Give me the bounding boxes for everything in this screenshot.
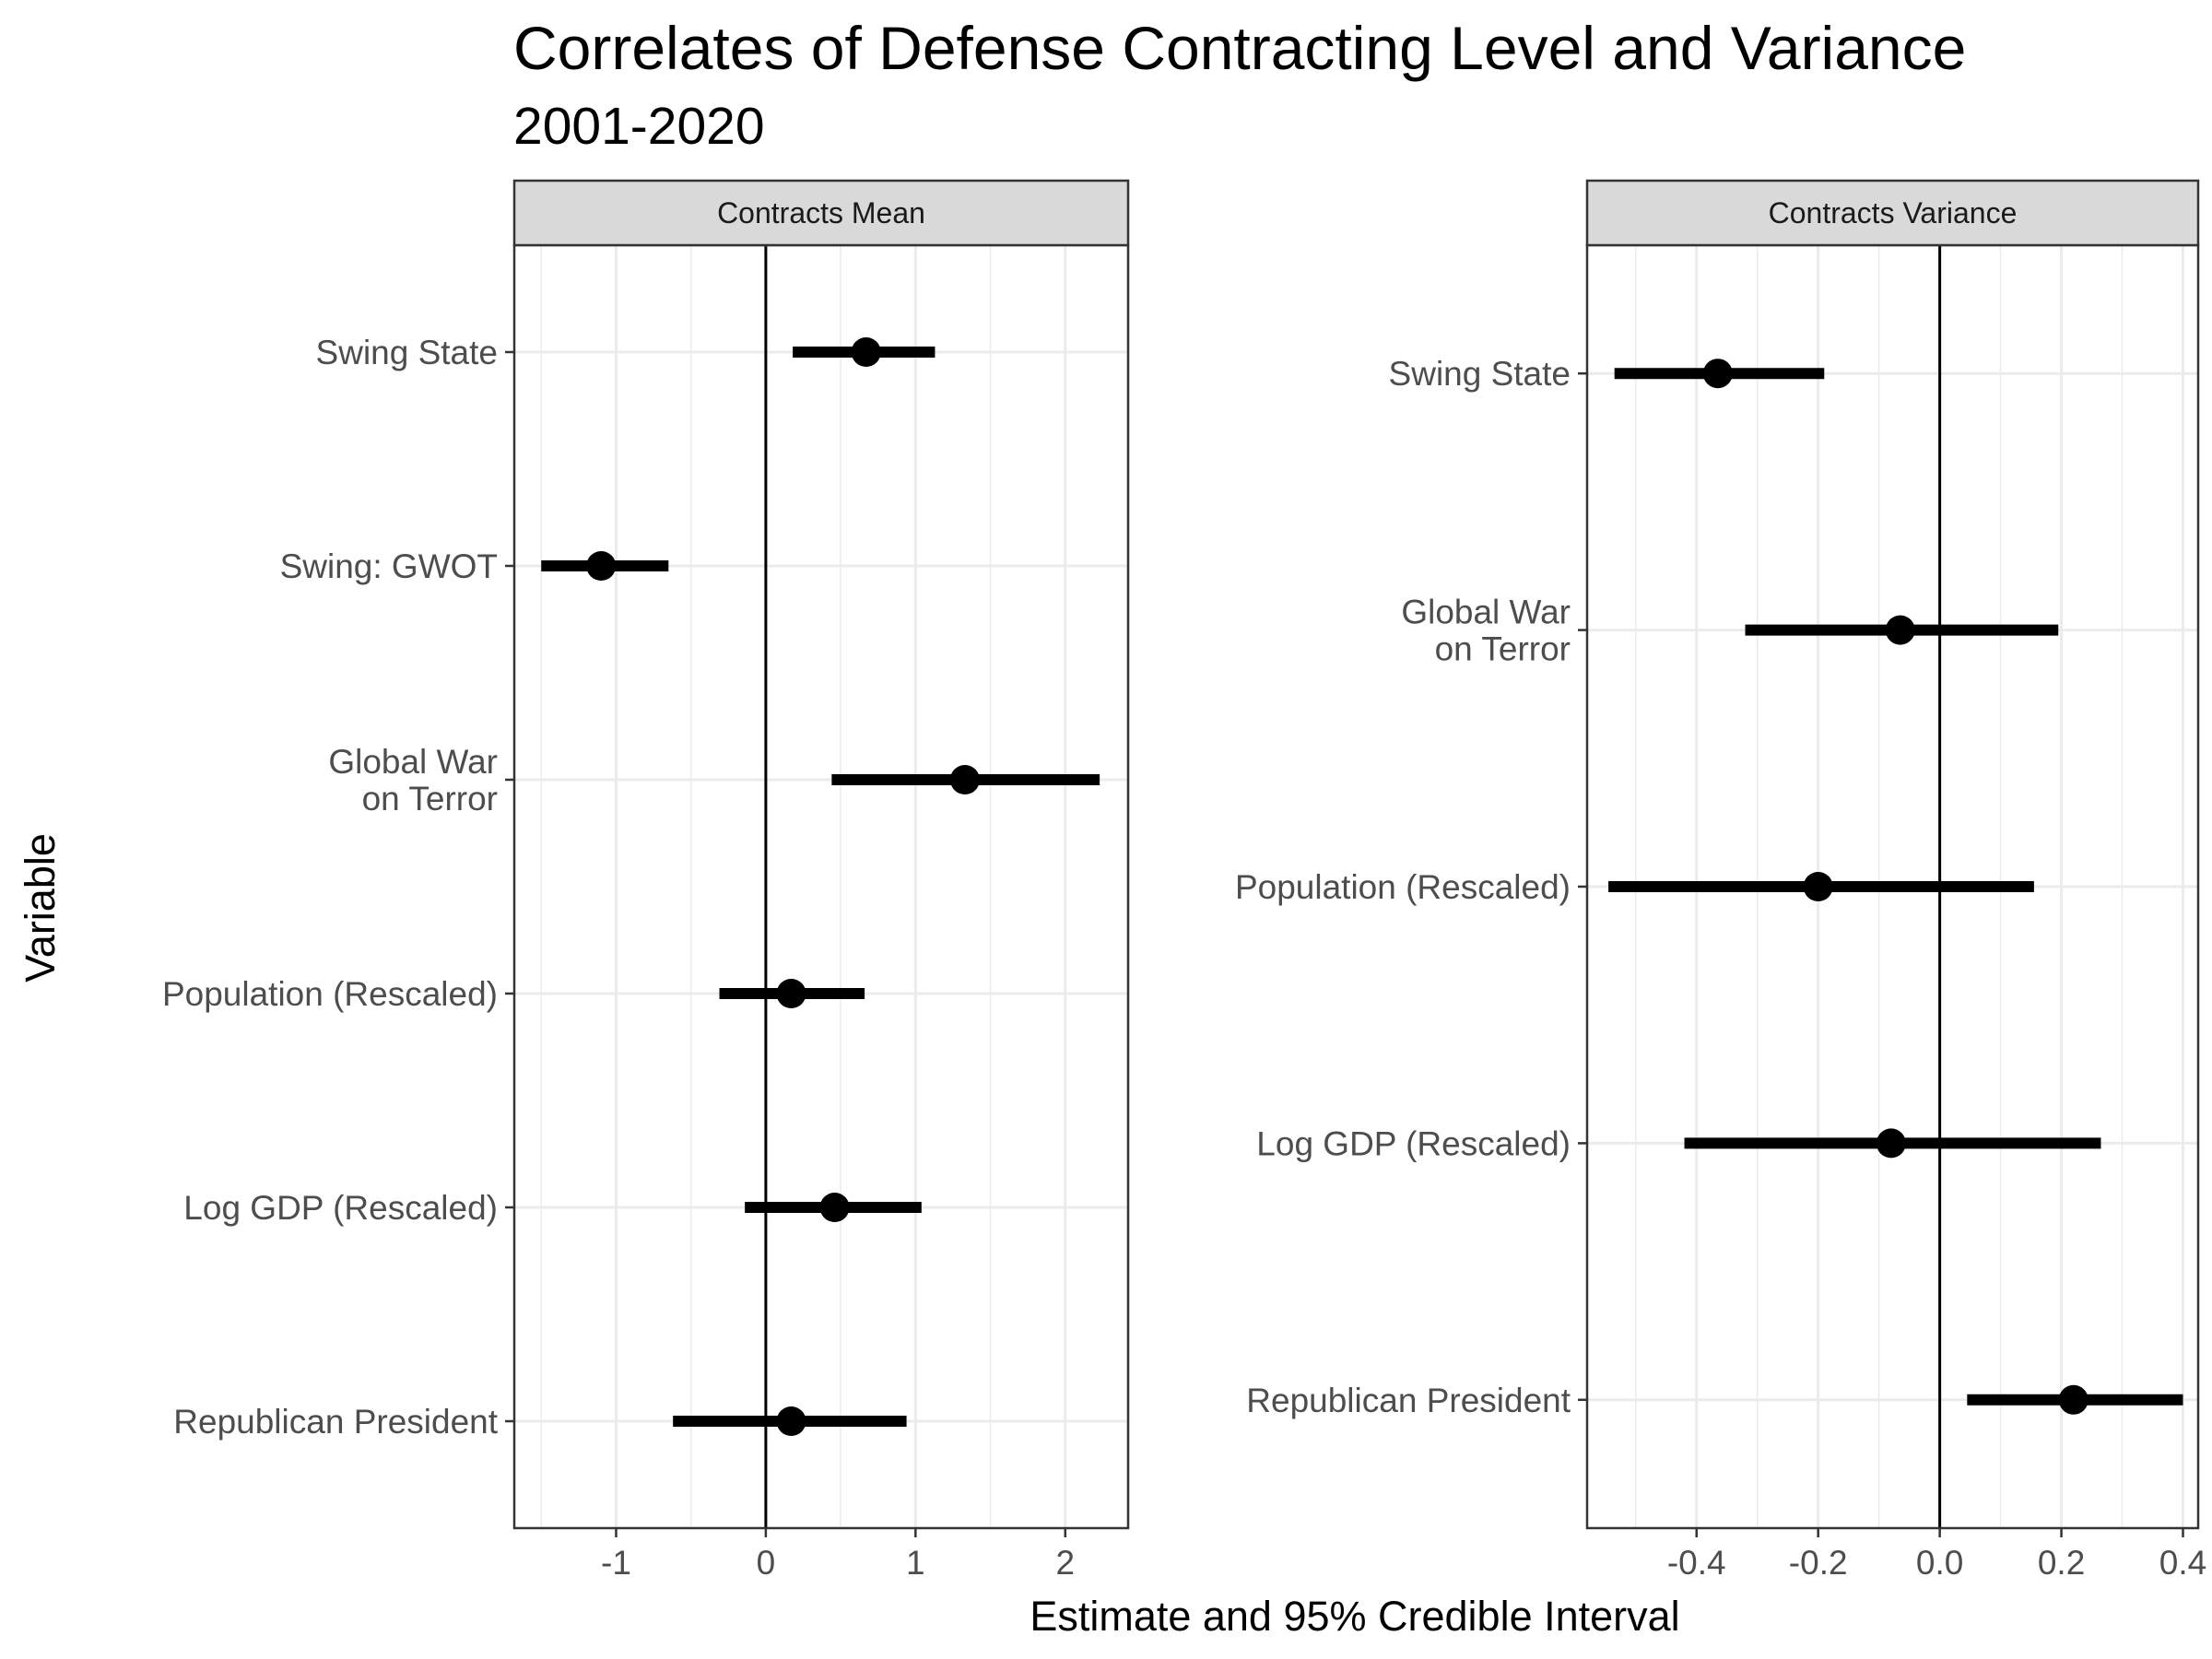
facet-strip (1585, 179, 2200, 247)
x-tick-label: -0.2 (1789, 1544, 1848, 1582)
facet-strip-label: Contracts Variance (1769, 196, 2018, 229)
x-tick-label: 1 (906, 1544, 925, 1582)
y-tick-label: Swing State (316, 334, 498, 371)
x-axis-label: Estimate and 95% Credible Interval (1030, 1593, 1680, 1640)
panel-background (514, 245, 1128, 1528)
facet-strip-label: Contracts Mean (717, 196, 925, 229)
y-tick-label: Global War on Terror (1401, 594, 1571, 668)
y-tick-label: Population (Rescaled) (162, 975, 498, 1013)
y-tick-label: Swing State (1389, 355, 1571, 393)
point-estimate (1803, 872, 1833, 901)
y-tick-label: Global War on Terror (328, 743, 498, 818)
y-tick-label: Swing: GWOT (280, 547, 498, 585)
point-estimate (1876, 1128, 1906, 1159)
x-tick-label: 2 (1055, 1544, 1075, 1582)
x-tick-label: -0.4 (1667, 1544, 1726, 1582)
point-estimate (1702, 359, 1733, 389)
x-tick-label: 0.2 (2038, 1544, 2085, 1582)
point-estimate (2058, 1384, 2088, 1415)
point-estimate (776, 979, 806, 1008)
x-tick-label: 0.4 (2159, 1544, 2206, 1582)
chart-subtitle: 2001-2020 (513, 97, 765, 156)
y-tick-label: Log GDP (Rescaled) (1256, 1124, 1571, 1162)
point-estimate (819, 1193, 850, 1222)
y-tick-label: Republican President (1246, 1382, 1571, 1419)
y-tick-label: Log GDP (Rescaled) (183, 1189, 498, 1227)
x-tick-label: 0 (757, 1544, 776, 1582)
y-tick-label: Population (Rescaled) (1235, 868, 1571, 906)
x-tick-label: 0.0 (1916, 1544, 1963, 1582)
point-estimate (851, 337, 881, 367)
x-tick-label: -1 (601, 1544, 631, 1582)
chart-title: Correlates of Defense Contracting Level … (513, 14, 1967, 82)
y-tick-label: Republican President (173, 1403, 498, 1441)
point-estimate (949, 765, 980, 794)
point-estimate (1885, 615, 1915, 645)
facet-strip (512, 179, 1130, 247)
point-estimate (776, 1406, 806, 1436)
point-estimate (586, 551, 617, 581)
